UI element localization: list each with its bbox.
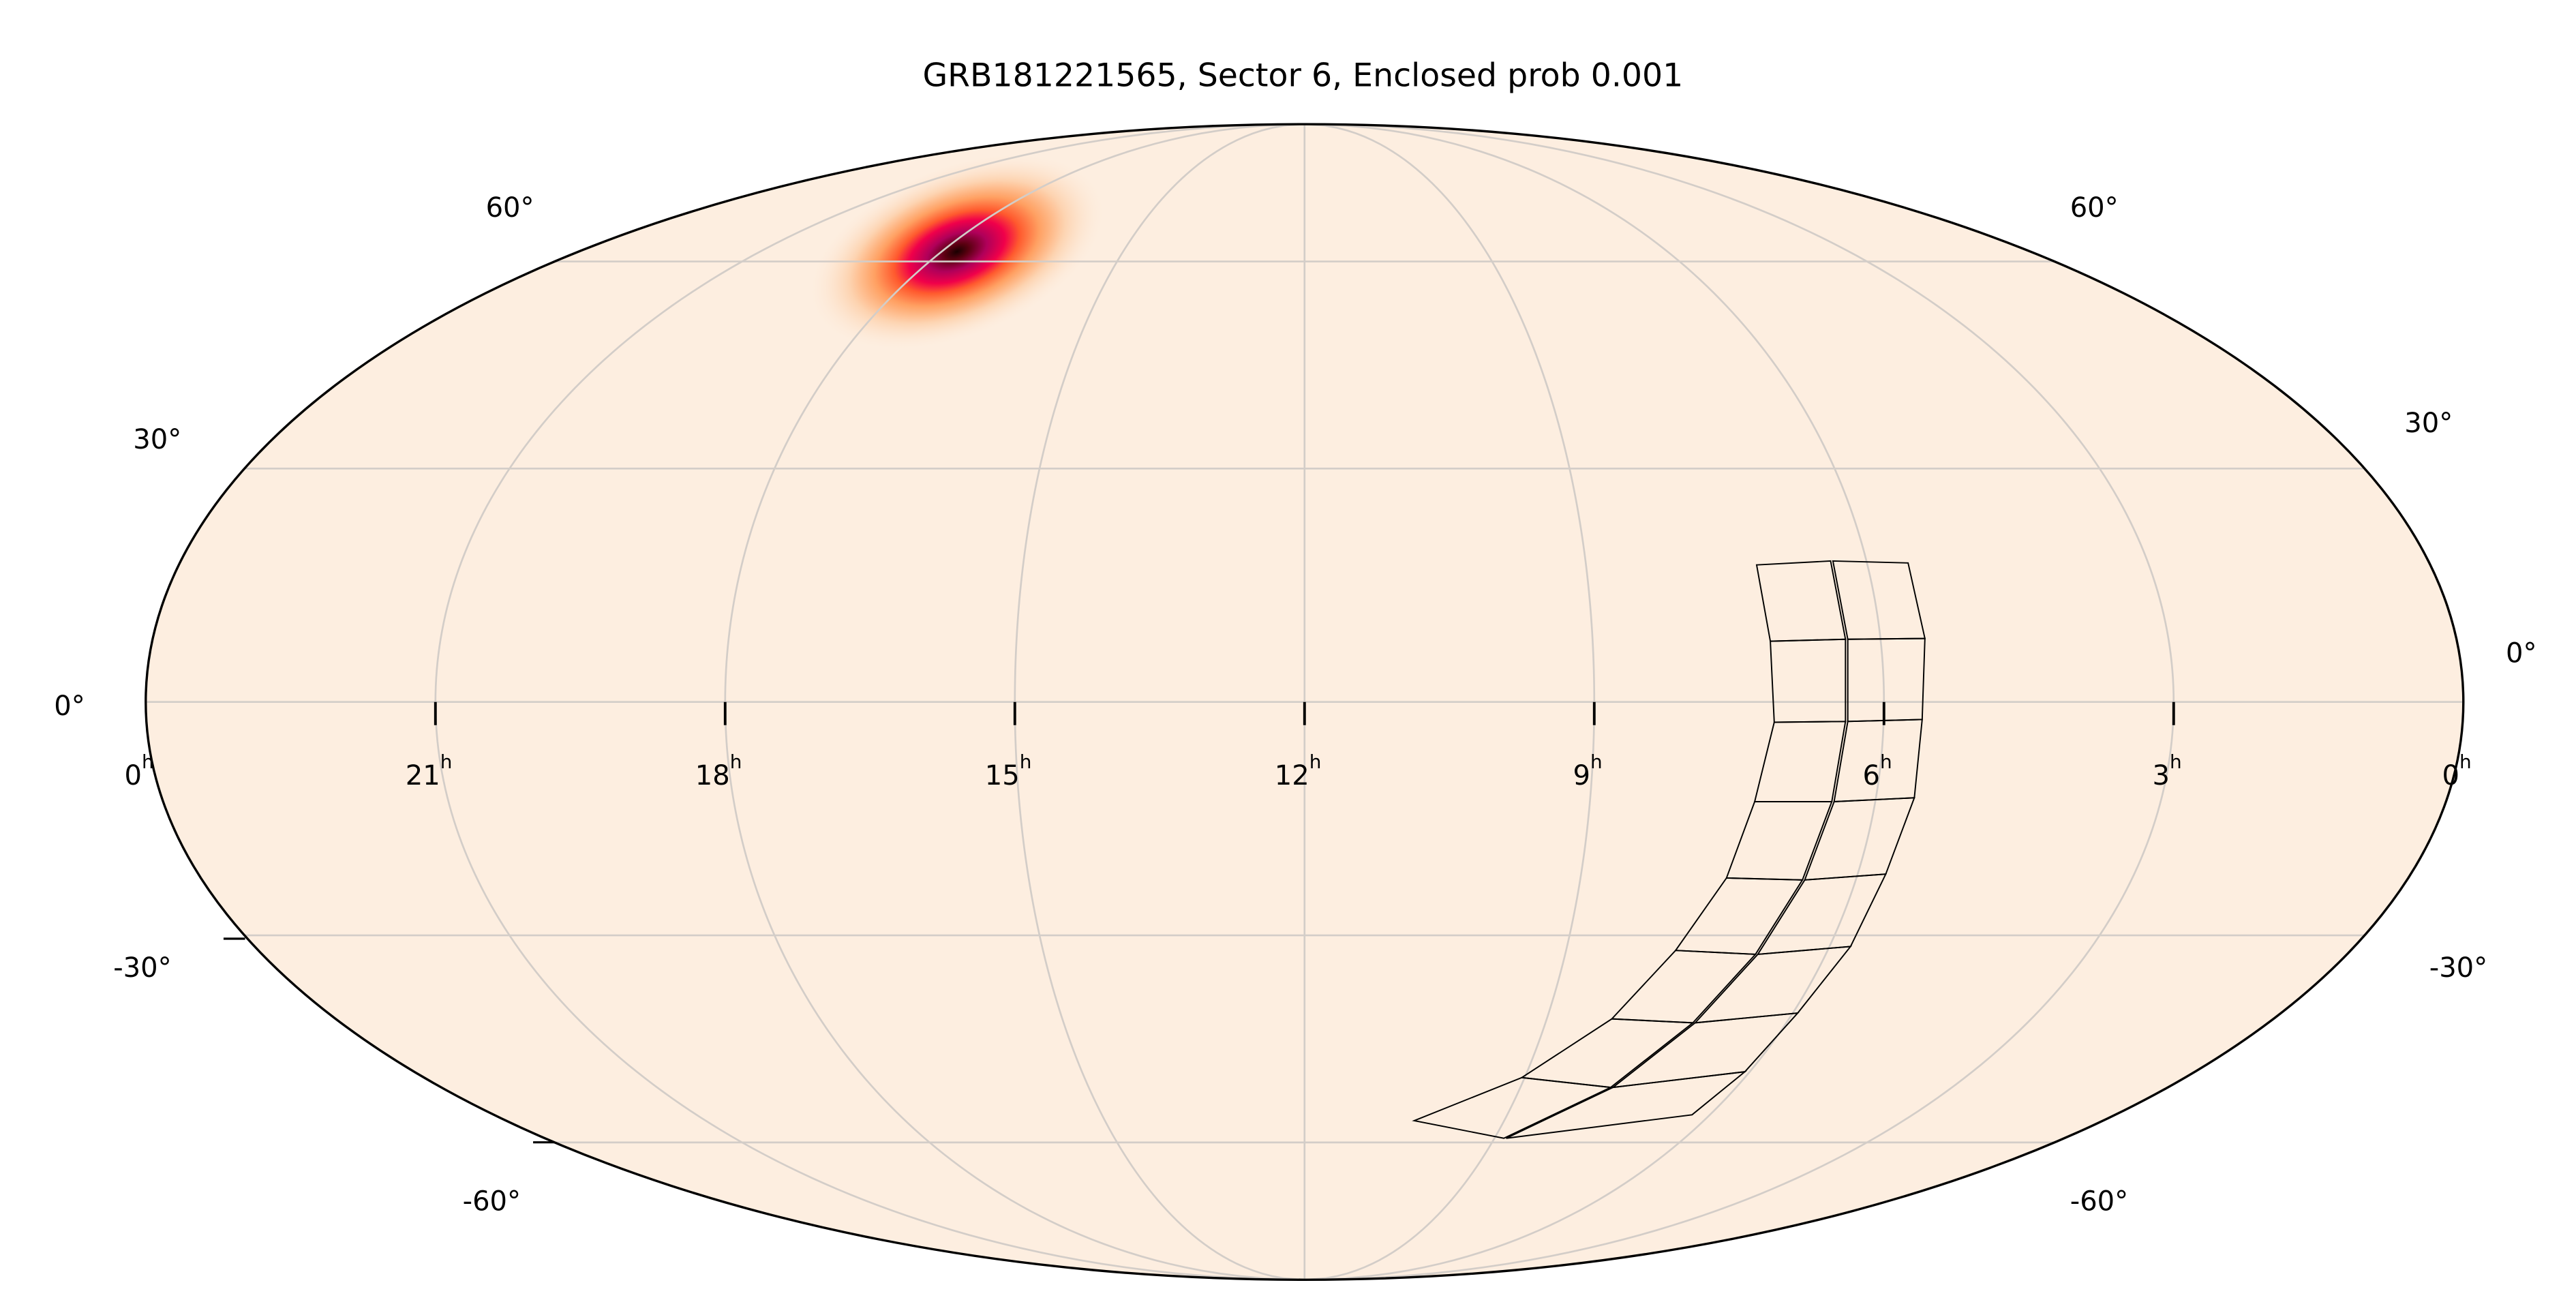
ra-tick-label: 18h xyxy=(695,751,742,791)
dec-label-left-30: 30° xyxy=(133,424,181,455)
ra-tick-label: 9h xyxy=(1573,751,1602,791)
dec-label-right-minus60: -60° xyxy=(2070,1185,2128,1217)
sector-footprint xyxy=(1412,560,1926,1139)
ra-tick-label: 12h xyxy=(1275,751,1322,791)
ra-ticks: 0h 21h 18h 15h 12h 9h 6h 3h 0h xyxy=(124,701,2472,791)
dec-label-right-minus30: -30° xyxy=(2429,952,2487,984)
ccd-tile-r8-c1 xyxy=(1412,1076,1613,1139)
ra-tick-label: 3h xyxy=(2152,751,2181,791)
probability-blob xyxy=(807,152,1106,351)
ra-tick-label: 0h xyxy=(124,751,153,791)
ccd-tile-r8-c2 xyxy=(1506,1070,1747,1139)
dec-label-left-60: 60° xyxy=(486,192,534,224)
ra-tick-label: 15h xyxy=(985,751,1032,791)
ra-tick-label: 6h xyxy=(1862,751,1892,791)
ra-tick-label: 21h xyxy=(406,751,453,791)
sky-boundary xyxy=(145,123,2465,1281)
dec-label-right-0: 0° xyxy=(2506,637,2537,669)
chart-title: GRB181221565, Sector 6, Enclosed prob 0.… xyxy=(922,57,1683,94)
dec-label-left-0: 0° xyxy=(54,691,85,722)
ra-tick-label: 0h xyxy=(2442,751,2471,791)
dec-label-right-30: 30° xyxy=(2404,408,2453,439)
dec-label-right-60: 60° xyxy=(2070,192,2119,224)
dec-label-left-minus60: -60° xyxy=(463,1185,521,1217)
dec-label-left-minus30: -30° xyxy=(113,952,171,984)
